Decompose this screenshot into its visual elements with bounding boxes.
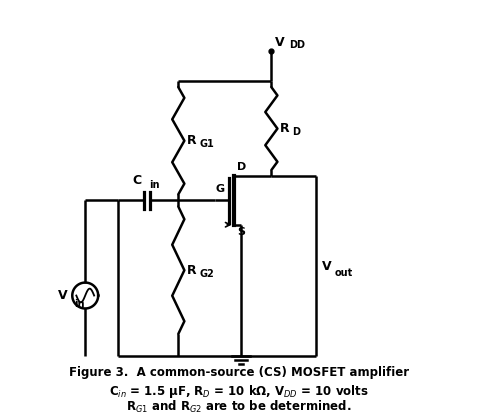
Text: in: in — [150, 180, 160, 190]
Text: out: out — [335, 268, 353, 278]
Text: G1: G1 — [200, 139, 215, 150]
Text: V: V — [322, 260, 332, 273]
Text: D: D — [293, 127, 300, 137]
Text: V: V — [275, 36, 285, 49]
Text: DD: DD — [289, 40, 305, 50]
Text: Figure 3.  A common-source (CS) MOSFET amplifier: Figure 3. A common-source (CS) MOSFET am… — [69, 366, 409, 378]
Text: in: in — [74, 299, 85, 309]
Text: R$_{G1}$ and R$_{G2}$ are to be determined.: R$_{G1}$ and R$_{G2}$ are to be determin… — [126, 399, 352, 413]
Text: V: V — [58, 289, 67, 302]
Text: G2: G2 — [200, 269, 215, 279]
Text: R: R — [280, 122, 290, 135]
Text: R: R — [187, 134, 197, 147]
Text: D: D — [237, 162, 246, 172]
Text: S: S — [237, 227, 245, 237]
Text: C: C — [133, 174, 142, 188]
Text: R: R — [187, 264, 197, 277]
Text: G: G — [215, 184, 224, 194]
Text: C$_{in}$ = 1.5 μF, R$_D$ = 10 kΩ, V$_{DD}$ = 10 volts: C$_{in}$ = 1.5 μF, R$_D$ = 10 kΩ, V$_{DD… — [109, 383, 369, 400]
